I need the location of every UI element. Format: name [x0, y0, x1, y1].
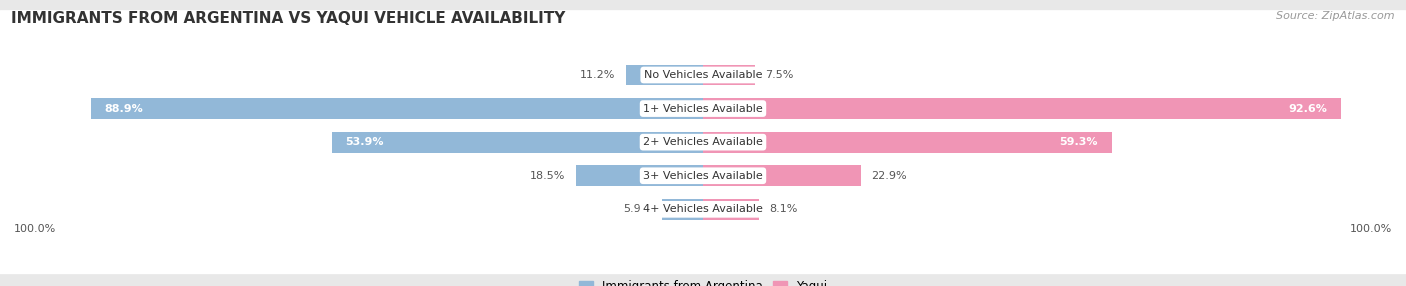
Text: 100.0%: 100.0% — [14, 224, 56, 233]
Text: 59.3%: 59.3% — [1059, 137, 1098, 147]
Legend: Immigrants from Argentina, Yaqui: Immigrants from Argentina, Yaqui — [574, 276, 832, 286]
Bar — [703, 199, 759, 220]
Text: 11.2%: 11.2% — [581, 70, 616, 80]
Bar — [626, 65, 703, 86]
Bar — [703, 132, 1112, 152]
Bar — [575, 165, 703, 186]
FancyBboxPatch shape — [0, 77, 1406, 207]
Text: 88.9%: 88.9% — [104, 104, 143, 114]
Text: 8.1%: 8.1% — [769, 204, 797, 214]
Bar — [332, 132, 703, 152]
Bar — [90, 98, 703, 119]
Text: 3+ Vehicles Available: 3+ Vehicles Available — [643, 171, 763, 181]
Text: No Vehicles Available: No Vehicles Available — [644, 70, 762, 80]
Text: 18.5%: 18.5% — [530, 171, 565, 181]
Text: 92.6%: 92.6% — [1288, 104, 1327, 114]
Bar — [703, 65, 755, 86]
Bar — [703, 165, 860, 186]
FancyBboxPatch shape — [0, 10, 1406, 140]
FancyBboxPatch shape — [0, 144, 1406, 274]
Text: Source: ZipAtlas.com: Source: ZipAtlas.com — [1277, 11, 1395, 21]
FancyBboxPatch shape — [0, 44, 1406, 173]
Bar — [703, 98, 1341, 119]
Text: 53.9%: 53.9% — [346, 137, 384, 147]
Text: IMMIGRANTS FROM ARGENTINA VS YAQUI VEHICLE AVAILABILITY: IMMIGRANTS FROM ARGENTINA VS YAQUI VEHIC… — [11, 11, 565, 26]
Text: 22.9%: 22.9% — [872, 171, 907, 181]
Text: 1+ Vehicles Available: 1+ Vehicles Available — [643, 104, 763, 114]
Text: 100.0%: 100.0% — [1350, 224, 1392, 233]
Text: 7.5%: 7.5% — [765, 70, 793, 80]
Text: 5.9%: 5.9% — [624, 204, 652, 214]
Bar — [662, 199, 703, 220]
Text: 2+ Vehicles Available: 2+ Vehicles Available — [643, 137, 763, 147]
Text: 4+ Vehicles Available: 4+ Vehicles Available — [643, 204, 763, 214]
FancyBboxPatch shape — [0, 111, 1406, 241]
